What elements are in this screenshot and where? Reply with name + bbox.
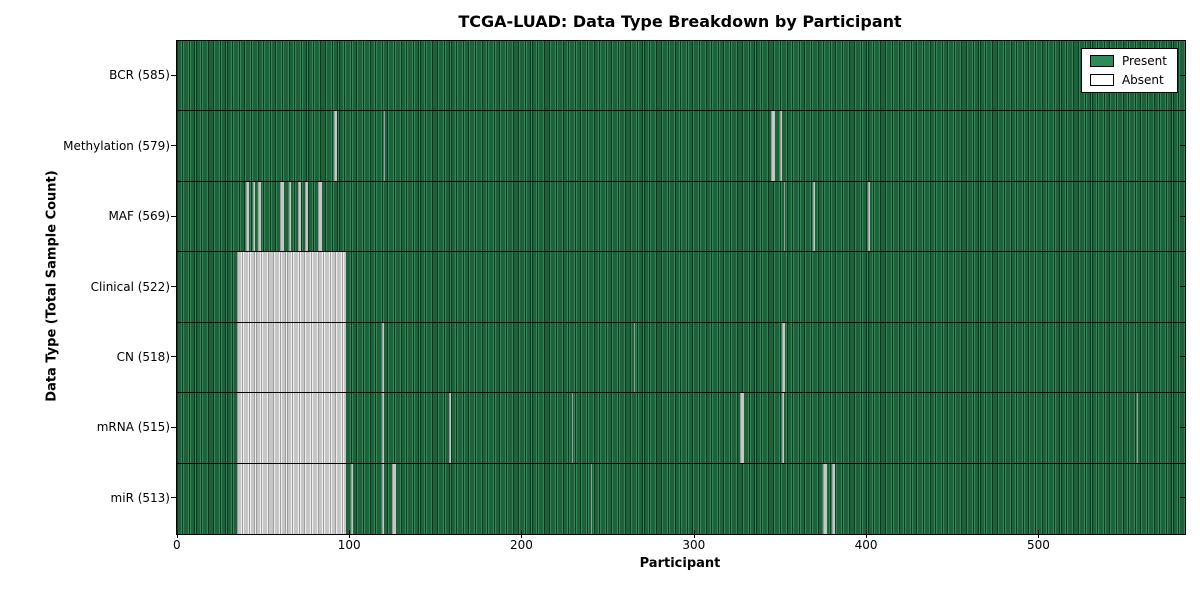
y-tick-mark (171, 426, 176, 428)
absent-segment (252, 181, 255, 252)
y-tick-mark (171, 145, 176, 147)
x-tick-label-400: 400 (854, 538, 878, 552)
row-mrna (177, 393, 1185, 464)
y-tick-mark (1180, 426, 1185, 428)
absent-segment (633, 322, 636, 393)
y-tick-label-clinical: Clinical (522) (90, 279, 170, 294)
absent-segment (245, 181, 250, 252)
absent-segment (571, 393, 574, 463)
absent-segment (382, 393, 384, 463)
y-tick-mark (171, 286, 176, 287)
x-tick-mark (176, 530, 178, 538)
absent-segment (304, 181, 308, 252)
y-tick-label-bcr: BCR (585) (109, 68, 170, 83)
absent-segment (449, 393, 451, 463)
x-tick-label-100: 100 (337, 538, 361, 552)
x-axis-label: Participant (639, 556, 721, 571)
legend: Present Absent (1080, 48, 1178, 93)
absent-segment (237, 393, 346, 463)
x-tick-mark (866, 530, 868, 538)
x-tick-mark (693, 530, 695, 538)
absent-segment (740, 393, 744, 463)
absent-segment (823, 463, 827, 534)
y-tick-label-mrna: mRNA (515) (96, 420, 170, 435)
chart-title: TCGA-LUAD: Data Type Breakdown by Partic… (458, 12, 902, 31)
x-tick-label-200: 200 (510, 538, 533, 552)
x-tick-mark (521, 530, 523, 538)
x-tick-mark (1038, 530, 1040, 538)
absent-segment (781, 322, 786, 393)
absent-segment (289, 181, 291, 252)
y-tick-mark (1180, 74, 1185, 76)
x-tick-label-300: 300 (682, 538, 706, 552)
y-tick-label-methylation: Methylation (579) (63, 138, 170, 153)
row-cn (177, 322, 1185, 394)
absent-segment (237, 463, 346, 534)
absent-segment (237, 322, 346, 393)
y-tick-mark (1180, 215, 1185, 217)
row-maf (177, 181, 1185, 253)
y-tick-label-maf: MAF (569) (108, 209, 170, 224)
legend-item-present: Present (1089, 54, 1167, 68)
absent-segment (280, 181, 284, 252)
absent-segment (831, 463, 836, 534)
absent-segment (383, 111, 386, 181)
absent-segment (351, 463, 353, 534)
absent-segment (382, 463, 384, 534)
legend-item-absent: Absent (1089, 73, 1167, 87)
plot-area (176, 40, 1186, 535)
absent-segment (257, 181, 262, 252)
absent-segment (783, 181, 786, 252)
y-tick-mark (1180, 497, 1185, 499)
y-axis-label: Data Type (Total Sample Count) (44, 170, 60, 402)
row-mir (177, 463, 1185, 534)
absent-segment (382, 322, 384, 393)
absent-segment (318, 181, 322, 252)
x-tick-label-0: 0 (173, 538, 181, 552)
y-tick-label-mir: miR (513) (110, 490, 170, 505)
absent-segment (333, 111, 338, 181)
legend-label-present: Present (1121, 54, 1167, 68)
legend-label-absent: Absent (1121, 73, 1164, 87)
row-clinical (177, 252, 1185, 323)
absent-segment (781, 393, 784, 463)
y-tick-label-cn: CN (518) (116, 349, 170, 364)
x-tick-label-500: 500 (1026, 538, 1050, 552)
absent-swatch-icon (1089, 74, 1114, 86)
absent-segment (867, 181, 870, 252)
absent-segment (780, 111, 782, 181)
absent-segment (812, 181, 815, 252)
row-methylation (177, 111, 1185, 182)
row-bcr (177, 41, 1185, 112)
absent-segment (771, 111, 775, 181)
y-tick-mark (171, 215, 176, 217)
absent-segment (237, 252, 346, 322)
y-tick-mark (171, 356, 176, 358)
absent-segment (590, 463, 593, 534)
y-tick-mark (1180, 286, 1185, 287)
absent-segment (392, 463, 396, 534)
y-tick-mark (1180, 356, 1185, 358)
y-tick-mark (171, 74, 176, 76)
y-tick-mark (1180, 145, 1185, 147)
x-tick-mark (349, 530, 351, 538)
y-tick-mark (171, 497, 176, 499)
absent-segment (297, 181, 302, 252)
absent-segment (1136, 393, 1139, 463)
present-swatch-icon (1089, 55, 1114, 67)
